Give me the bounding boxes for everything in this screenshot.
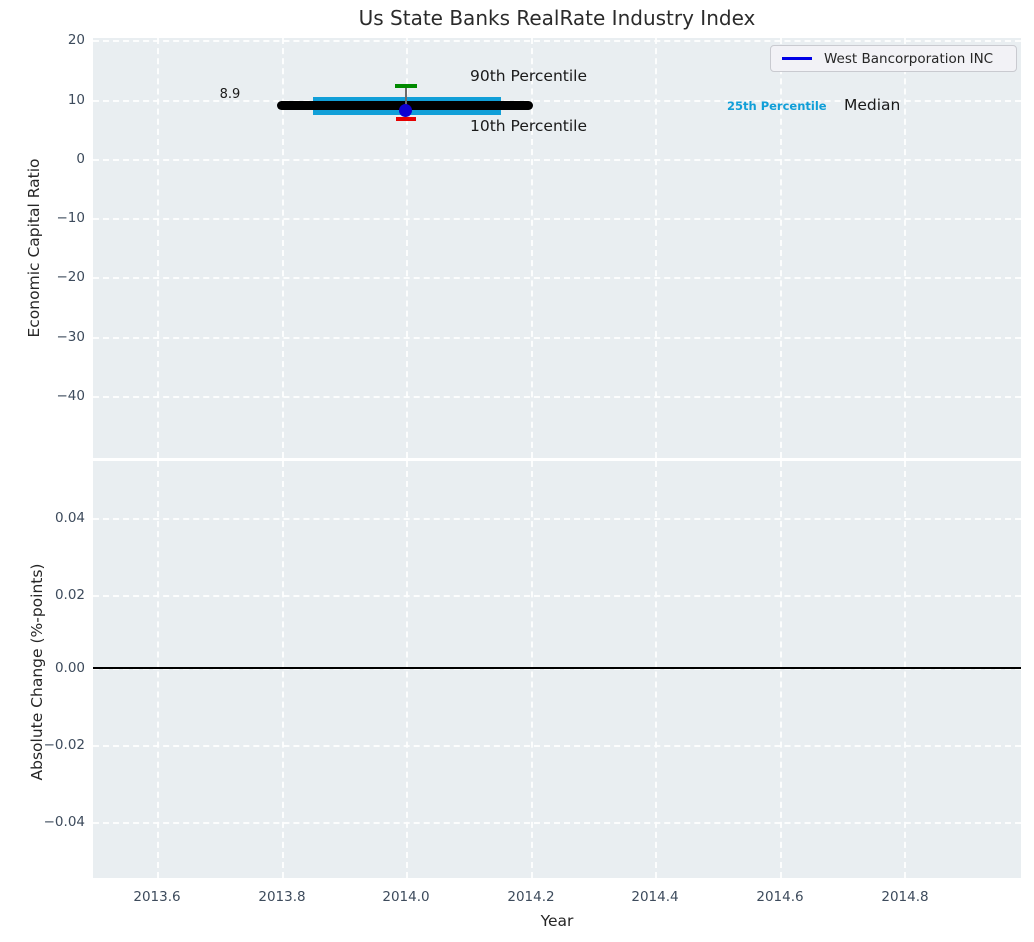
- x-tick-label: 2014.6: [756, 889, 804, 905]
- legend-line-sample: [782, 57, 812, 60]
- gridline: [531, 38, 533, 458]
- gridline: [531, 461, 533, 878]
- chart-title: Us State Banks RealRate Industry Index: [358, 6, 756, 30]
- percentile-90-label: 90th Percentile: [470, 67, 588, 85]
- x-tick-label: 2013.6: [133, 889, 181, 905]
- gridline: [93, 337, 1021, 339]
- company-data-point: [399, 104, 412, 117]
- gridline: [655, 461, 657, 878]
- y-tick-label: −0.02: [43, 737, 85, 753]
- bottom-plot-area: [93, 461, 1021, 878]
- whisker-line: [405, 87, 407, 112]
- x-tick-label: 2014.8: [881, 889, 929, 905]
- gridline: [93, 745, 1021, 747]
- top-plot-area: 8.9 90th Percentile 10th Percentile 25th…: [93, 38, 1021, 458]
- y-tick-label: 0.02: [54, 587, 85, 603]
- percentile-10-marker: [396, 117, 416, 121]
- gridline: [282, 461, 284, 878]
- gridline: [282, 38, 284, 458]
- gridline: [93, 277, 1021, 279]
- legend: West Bancorporation INC: [770, 45, 1017, 72]
- gridline: [93, 595, 1021, 597]
- x-tick-label: 2014.4: [631, 889, 679, 905]
- gridline: [93, 396, 1021, 398]
- y-tick-label: −10: [56, 210, 86, 226]
- y-tick-label: −40: [56, 388, 86, 404]
- zero-reference-line: [93, 667, 1021, 669]
- gridline: [406, 461, 408, 878]
- y-tick-label: 0.00: [54, 660, 85, 676]
- x-tick-label: 2014.2: [507, 889, 555, 905]
- percentile-25-label: 25th Percentile: [727, 99, 827, 113]
- x-axis-label: Year: [540, 912, 574, 930]
- gridline: [157, 38, 159, 458]
- y-tick-label: 20: [67, 32, 85, 48]
- x-tick-label: 2014.0: [382, 889, 430, 905]
- y-tick-label: −0.04: [43, 814, 85, 830]
- y-tick-label: 10: [67, 92, 85, 108]
- gridline: [904, 461, 906, 878]
- y-tick-label: −20: [56, 269, 86, 285]
- gridline: [93, 518, 1021, 520]
- percentile-90-marker: [395, 84, 417, 88]
- company-value-annotation: 8.9: [219, 87, 241, 102]
- median-label: Median: [844, 96, 901, 114]
- gridline: [904, 38, 906, 458]
- gridline: [93, 40, 1021, 42]
- gridline: [406, 38, 408, 458]
- legend-series-label: West Bancorporation INC: [824, 50, 994, 67]
- gridline: [93, 159, 1021, 161]
- gridline: [780, 461, 782, 878]
- gridline: [93, 218, 1021, 220]
- gridline: [655, 38, 657, 458]
- gridline: [93, 100, 1021, 102]
- y-tick-label: −30: [56, 329, 86, 345]
- percentile-10-label: 10th Percentile: [470, 117, 588, 135]
- y-tick-label: 0.04: [54, 510, 85, 526]
- x-tick-label: 2013.8: [258, 889, 306, 905]
- y-tick-label: 0: [76, 151, 85, 167]
- gridline: [157, 461, 159, 878]
- gridline: [780, 38, 782, 458]
- gridline: [93, 668, 1021, 670]
- gridline: [93, 822, 1021, 824]
